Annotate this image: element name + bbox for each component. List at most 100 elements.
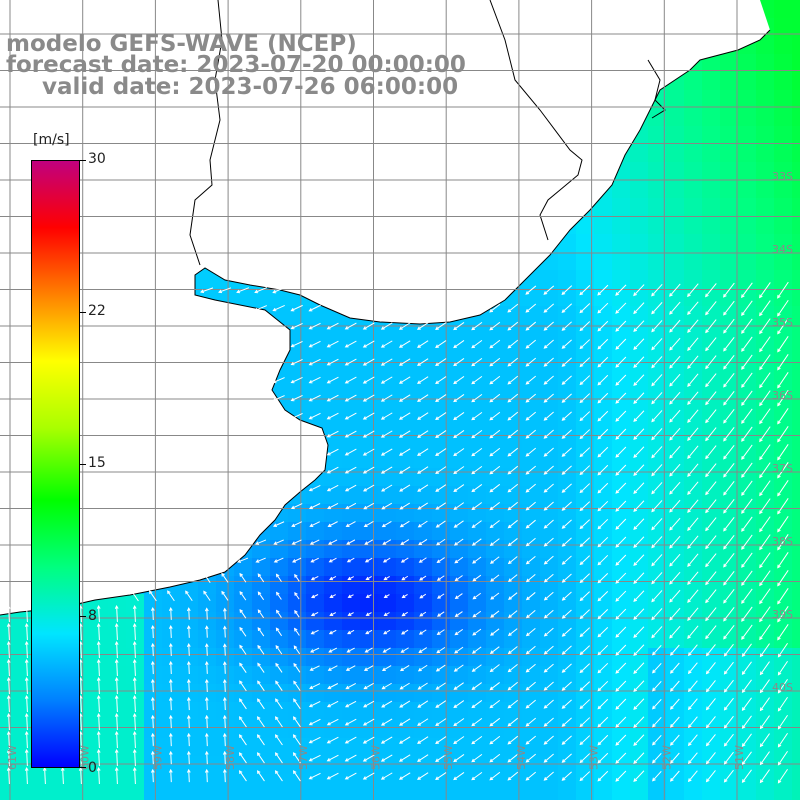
field-cell bbox=[468, 576, 487, 595]
field-cell bbox=[648, 432, 667, 451]
field-cell bbox=[738, 702, 757, 721]
field-cell bbox=[612, 756, 631, 775]
wind-arrow bbox=[687, 301, 699, 316]
field-cell bbox=[378, 414, 397, 433]
wind-arrow bbox=[759, 462, 771, 479]
wind-arrow bbox=[114, 766, 119, 785]
wind-arrow bbox=[777, 498, 789, 515]
wind-arrow bbox=[705, 481, 717, 496]
field-cell bbox=[396, 738, 415, 757]
field-cell bbox=[450, 720, 469, 739]
wind-arrow bbox=[759, 697, 770, 712]
wind-arrow bbox=[256, 716, 265, 728]
field-cell bbox=[324, 414, 343, 433]
field-cell bbox=[558, 558, 577, 577]
wind-arrow bbox=[472, 556, 482, 564]
wind-arrow bbox=[543, 465, 554, 475]
wind-arrow bbox=[96, 658, 101, 677]
wind-arrow bbox=[344, 736, 357, 744]
latitude-label: 37S bbox=[772, 462, 793, 475]
field-cell bbox=[216, 792, 235, 800]
wind-arrow bbox=[651, 500, 663, 513]
field-cell bbox=[108, 792, 127, 800]
wind-arrow bbox=[453, 394, 465, 403]
wind-arrow bbox=[669, 734, 680, 746]
wind-arrow bbox=[381, 484, 393, 492]
wind-arrow bbox=[419, 611, 427, 617]
wind-arrow bbox=[651, 338, 663, 351]
field-cell bbox=[342, 720, 361, 739]
wind-arrow bbox=[705, 355, 717, 370]
wind-arrow bbox=[489, 429, 501, 439]
field-cell bbox=[396, 576, 415, 595]
field-cell bbox=[702, 90, 721, 109]
field-cell bbox=[720, 648, 739, 667]
field-cell bbox=[630, 612, 649, 631]
field-cell bbox=[162, 648, 181, 667]
field-cell bbox=[558, 450, 577, 469]
field-cell bbox=[144, 630, 163, 649]
field-cell bbox=[792, 792, 800, 800]
wind-arrow bbox=[365, 594, 372, 598]
field-cell bbox=[468, 612, 487, 631]
field-cell bbox=[612, 576, 631, 595]
field-cell bbox=[702, 594, 721, 613]
wind-arrow bbox=[417, 466, 429, 474]
field-cell bbox=[630, 558, 649, 577]
field-cell bbox=[540, 450, 559, 469]
wind-arrow bbox=[652, 644, 662, 656]
wind-arrow bbox=[687, 391, 699, 405]
field-cell bbox=[450, 558, 469, 577]
wind-arrow bbox=[597, 734, 609, 746]
wind-arrow bbox=[507, 663, 518, 673]
field-cell bbox=[216, 684, 235, 703]
field-cell bbox=[414, 630, 433, 649]
field-cell bbox=[252, 720, 271, 739]
field-cell bbox=[486, 684, 505, 703]
wind-arrow bbox=[272, 521, 285, 527]
field-cell bbox=[756, 162, 775, 181]
wind-arrow bbox=[471, 682, 482, 691]
field-cell bbox=[756, 414, 775, 433]
wind-arrow bbox=[381, 700, 393, 708]
wind-arrow bbox=[579, 339, 591, 350]
field-cell bbox=[414, 324, 433, 343]
field-cell bbox=[702, 738, 721, 757]
field-cell bbox=[324, 594, 343, 613]
field-cell bbox=[612, 486, 631, 505]
field-cell bbox=[612, 450, 631, 469]
colorbar-tick-label: 0 bbox=[88, 760, 97, 776]
wind-arrow bbox=[290, 340, 303, 348]
wind-arrow bbox=[236, 287, 250, 294]
field-cell bbox=[522, 792, 541, 800]
field-cell bbox=[558, 468, 577, 487]
wind-arrow bbox=[344, 376, 357, 384]
wind-arrow bbox=[416, 772, 429, 780]
wind-arrow bbox=[651, 464, 663, 477]
field-cell bbox=[756, 342, 775, 361]
wind-arrow bbox=[741, 462, 753, 478]
field-cell bbox=[666, 414, 685, 433]
wind-arrow bbox=[290, 322, 303, 330]
colorbar-units: [m/s] bbox=[33, 132, 70, 148]
wind-arrow bbox=[345, 502, 357, 510]
field-cell bbox=[288, 612, 307, 631]
wind-arrow bbox=[597, 500, 609, 512]
wind-arrow bbox=[471, 447, 483, 457]
field-cell bbox=[774, 108, 793, 127]
field-cell bbox=[666, 432, 685, 451]
field-cell bbox=[684, 468, 703, 487]
wind-arrow bbox=[417, 718, 429, 726]
field-cell bbox=[774, 270, 793, 289]
field-cell bbox=[774, 486, 793, 505]
field-cell bbox=[450, 666, 469, 685]
wind-arrow bbox=[326, 430, 339, 438]
wind-arrow bbox=[401, 629, 409, 635]
field-cell bbox=[432, 576, 451, 595]
wind-arrow bbox=[453, 682, 464, 690]
wind-arrow bbox=[435, 358, 447, 367]
field-cell bbox=[558, 306, 577, 325]
wind-arrow bbox=[328, 557, 337, 563]
wind-arrow bbox=[222, 714, 227, 729]
field-cell bbox=[198, 792, 217, 800]
